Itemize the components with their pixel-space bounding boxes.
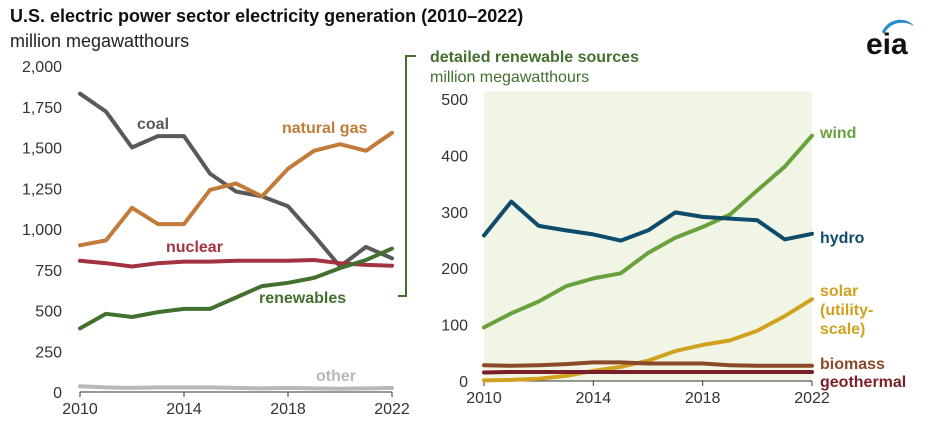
left-y-tick-label: 1,000 — [22, 222, 62, 239]
eia-logo-swoosh — [882, 19, 914, 34]
right-y-tick-label: 0 — [459, 374, 468, 391]
left-y-tick-label: 250 — [35, 344, 62, 361]
detail-panel-units: million megawatthours — [430, 69, 589, 86]
left-axis-units: million megawatthours — [10, 31, 190, 51]
series-line-nuclear — [78, 258, 394, 269]
label-nuclear: nuclear — [166, 239, 223, 256]
right-y-tick-label: 100 — [441, 318, 468, 335]
left-chart-axes: 0 250 500 750 1,000 1,250 1,500 1,750 2,000 2010 2… — [22, 59, 410, 418]
left-y-tick-label: 1,250 — [22, 181, 62, 198]
left-x-tick-label: 2018 — [270, 401, 306, 418]
left-x-tick-label: 2014 — [166, 401, 202, 418]
left-y-tick-label: 750 — [35, 263, 62, 280]
left-y-tick-label: 0 — [53, 385, 62, 402]
detail-panel-title: detailed renewable sources — [430, 49, 639, 66]
series-line-other — [78, 384, 394, 391]
eia-logo-text: eia — [866, 28, 908, 61]
left-x-tick-label: 2010 — [62, 401, 98, 418]
label-biomass: biomass — [820, 356, 885, 373]
right-y-tick-label: 200 — [441, 261, 468, 278]
left-y-tick-label: 2,000 — [22, 59, 62, 76]
label-solar-line3: scale) — [820, 321, 865, 338]
label-renewables: renewables — [259, 290, 346, 307]
series-line-geothermal — [482, 370, 814, 375]
right-chart-series — [482, 133, 814, 383]
chart-title: U.S. electric power sector electricity g… — [10, 6, 524, 26]
right-y-tick-label: 400 — [441, 148, 468, 165]
right-y-tick-label: 500 — [441, 92, 468, 109]
series-line-renewables — [78, 246, 394, 331]
series-line-solar — [482, 297, 814, 383]
renewables-connector-bracket — [398, 55, 416, 297]
right-x-tick-label: 2014 — [576, 390, 612, 407]
label-geothermal: geothermal — [820, 374, 906, 391]
label-wind: wind — [819, 125, 856, 142]
left-y-tick-label: 500 — [35, 304, 62, 321]
series-line-wind — [482, 133, 814, 330]
series-line-natural-gas — [78, 130, 394, 248]
label-hydro: hydro — [820, 230, 865, 247]
left-x-tick-label: 2022 — [374, 401, 410, 418]
right-chart-axes: 0 100 200 300 400 500 2010 2014 2018 2022 — [441, 92, 830, 407]
series-line-hydro — [482, 199, 814, 243]
eia-logo: eia — [866, 19, 914, 61]
label-coal: coal — [137, 116, 169, 133]
label-other: other — [316, 368, 356, 385]
label-natural-gas: natural gas — [282, 120, 367, 137]
left-y-tick-label: 1,500 — [22, 141, 62, 158]
label-solar-line1: solar — [820, 283, 858, 300]
series-line-biomass — [482, 360, 814, 368]
right-x-tick-label: 2022 — [794, 390, 830, 407]
left-chart-series — [78, 91, 394, 391]
left-y-tick-label: 1,750 — [22, 100, 62, 117]
right-x-tick-label: 2010 — [466, 390, 502, 407]
right-y-tick-label: 300 — [441, 205, 468, 222]
label-solar-line2: (utility- — [820, 302, 873, 319]
right-x-tick-label: 2018 — [685, 390, 721, 407]
renewables-detail-panel — [484, 91, 812, 381]
